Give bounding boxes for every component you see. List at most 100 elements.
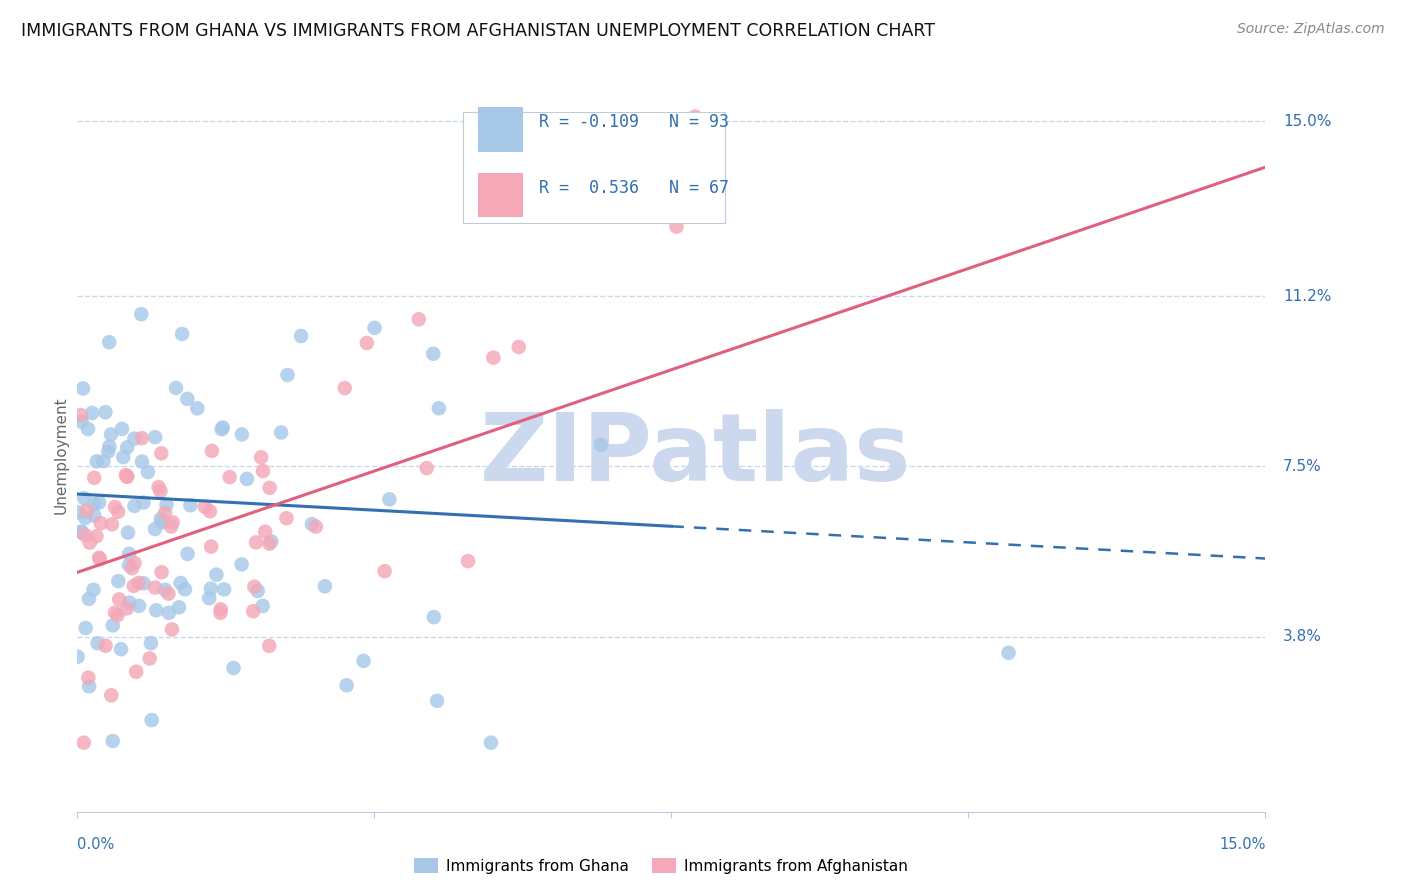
Point	[82, 582, 104, 597]
Point	[356, 335, 378, 350]
Point	[427, 401, 450, 416]
Point	[101, 517, 124, 532]
Point	[170, 576, 193, 591]
Point	[138, 651, 160, 665]
Point	[149, 484, 172, 499]
Point	[246, 583, 269, 598]
Point	[155, 498, 177, 512]
Text: 15.0%: 15.0%	[1282, 113, 1331, 128]
Point	[231, 558, 253, 572]
FancyBboxPatch shape	[464, 112, 725, 223]
Point	[83, 471, 105, 485]
Point	[73, 528, 96, 542]
Point	[97, 444, 120, 458]
Point	[98, 440, 121, 454]
Point	[112, 450, 135, 464]
Point	[157, 606, 180, 620]
Point	[114, 468, 136, 483]
Point	[997, 646, 1019, 660]
Point	[482, 351, 505, 365]
Point	[115, 469, 138, 483]
Point	[252, 599, 274, 613]
Point	[131, 431, 153, 445]
Point	[665, 219, 688, 234]
Point	[276, 368, 298, 382]
Point	[94, 405, 117, 419]
Point	[104, 500, 127, 514]
Point	[121, 561, 143, 575]
Point	[374, 564, 396, 578]
Point	[252, 464, 274, 478]
Point	[98, 335, 121, 350]
Point	[243, 580, 266, 594]
FancyBboxPatch shape	[478, 107, 523, 152]
Point	[150, 446, 173, 460]
Point	[245, 535, 267, 549]
Point	[108, 592, 131, 607]
Point	[162, 516, 184, 530]
Point	[128, 575, 150, 590]
Point	[423, 610, 446, 624]
Point	[115, 601, 138, 615]
Point	[415, 461, 437, 475]
Point	[333, 381, 356, 395]
Point	[122, 579, 145, 593]
Point	[179, 498, 201, 512]
Point	[70, 415, 93, 429]
Point	[79, 535, 101, 549]
Point	[150, 566, 173, 580]
Point	[124, 556, 146, 570]
Point	[200, 582, 222, 596]
Text: 7.5%: 7.5%	[1282, 458, 1322, 474]
Point	[198, 591, 221, 606]
Point	[100, 689, 122, 703]
Point	[89, 550, 111, 565]
Point	[89, 552, 111, 566]
Text: IMMIGRANTS FROM GHANA VS IMMIGRANTS FROM AFGHANISTAN UNEMPLOYMENT CORRELATION CH: IMMIGRANTS FROM GHANA VS IMMIGRANTS FROM…	[21, 22, 935, 40]
Point	[211, 420, 233, 434]
Point	[172, 326, 194, 341]
Point	[131, 454, 153, 468]
Point	[336, 678, 359, 692]
Point	[242, 604, 264, 618]
Point	[152, 515, 174, 529]
Point	[107, 505, 129, 519]
Point	[145, 603, 167, 617]
Point	[104, 606, 127, 620]
Point	[124, 432, 146, 446]
Point	[160, 519, 183, 533]
Point	[201, 443, 224, 458]
Point	[73, 491, 96, 505]
Text: 15.0%: 15.0%	[1219, 837, 1265, 852]
Point	[77, 679, 100, 693]
Point	[115, 441, 138, 455]
Legend: Immigrants from Ghana, Immigrants from Afghanistan: Immigrants from Ghana, Immigrants from A…	[408, 852, 914, 880]
Point	[212, 582, 235, 597]
Point	[218, 470, 240, 484]
Point	[378, 492, 401, 507]
Point	[211, 422, 233, 436]
Point	[77, 422, 100, 436]
Point	[205, 567, 228, 582]
Text: Source: ZipAtlas.com: Source: ZipAtlas.com	[1237, 22, 1385, 37]
Text: R =  0.536   N = 67: R = 0.536 N = 67	[540, 179, 730, 197]
Point	[363, 321, 385, 335]
Point	[174, 582, 197, 597]
Point	[69, 524, 91, 539]
Point	[67, 505, 90, 519]
Point	[250, 450, 273, 465]
Point	[70, 408, 93, 422]
Point	[75, 621, 97, 635]
Point	[157, 586, 180, 600]
Point	[117, 469, 139, 483]
Point	[150, 514, 173, 528]
Point	[683, 110, 706, 124]
Point	[200, 540, 222, 554]
Point	[257, 639, 280, 653]
Point	[422, 347, 444, 361]
Point	[139, 636, 162, 650]
Point	[125, 665, 148, 679]
Point	[276, 511, 298, 525]
Point	[132, 495, 155, 509]
Point	[132, 576, 155, 591]
